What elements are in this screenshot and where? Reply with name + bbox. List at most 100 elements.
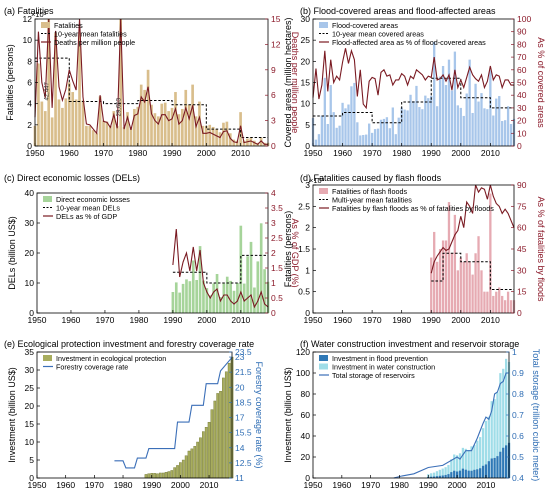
bar — [95, 133, 99, 146]
bar — [430, 96, 433, 146]
bar — [215, 129, 218, 146]
bar — [501, 295, 504, 313]
bar — [459, 107, 462, 146]
bar — [144, 474, 148, 479]
bar — [477, 101, 480, 146]
bar — [468, 59, 471, 146]
bar — [174, 282, 178, 313]
bar-water-construction — [476, 440, 479, 478]
bar — [158, 472, 162, 479]
bar-water-construction — [432, 472, 436, 478]
legend-label: Deaths per million people — [54, 38, 135, 47]
y-right-tick-label: 21.5 — [235, 367, 252, 377]
x-tick-label: 1950 — [28, 315, 47, 325]
x-tick-label: 1980 — [392, 315, 411, 325]
x-tick-label: 1970 — [363, 315, 382, 325]
bar — [486, 291, 489, 313]
plot-frame — [36, 351, 233, 479]
y-axis-left: 0 2 4 6 8 10 12 — [23, 14, 38, 151]
y-axis-right-label: As % of GDP (%) — [290, 218, 300, 287]
bar-flood-prevention — [504, 445, 508, 478]
y-right-tick-label: 30 — [517, 265, 527, 275]
bar — [88, 125, 92, 146]
bar — [119, 19, 122, 146]
y-axis-label: DELs (billion US$) — [7, 216, 17, 290]
bar — [424, 95, 427, 146]
y-axis-label: Covered areas (million hectares) — [283, 17, 293, 147]
right-axis-line — [430, 184, 515, 274]
bar — [444, 240, 448, 313]
bar-flood-prevention — [441, 475, 444, 478]
y-right-tick-label: 70 — [517, 52, 527, 62]
bar — [506, 106, 510, 146]
bar — [483, 108, 486, 146]
bar — [202, 431, 205, 479]
bar — [225, 121, 229, 146]
y-tick-label: 35 — [25, 347, 35, 357]
x-tick-label: 1950 — [304, 148, 323, 158]
bar — [178, 292, 181, 313]
legend: Investment in flood preventionInvestment… — [319, 354, 435, 380]
bar — [236, 283, 239, 313]
y-tick-label: 30 — [25, 218, 35, 228]
legend-label: Flood-affected area as % of flood-covere… — [332, 38, 486, 47]
mean-step-line — [172, 254, 268, 284]
mean-step-line — [313, 77, 514, 124]
bar — [259, 223, 263, 313]
y-tick-label: 60 — [301, 410, 311, 420]
y-right-tick-label: 0.7 — [512, 410, 524, 420]
legend-label: 10-year mean covered areas — [332, 30, 424, 39]
bar-water-construction — [504, 358, 508, 478]
bar — [50, 117, 54, 146]
x-axis: 1950 1960 1970 1980 1990 2000 2010 — [26, 143, 250, 158]
y-multiplier: ×10³ — [31, 10, 47, 19]
bar-flood-prevention — [487, 461, 490, 478]
y-axis-label: Fatalities (persons) — [5, 44, 15, 121]
y-tick-label: 3 — [305, 180, 310, 190]
bar-flood-prevention — [458, 470, 462, 478]
bar — [173, 467, 176, 479]
bar — [184, 89, 188, 146]
legend-label: Flood-covered areas — [332, 21, 398, 30]
y-right-tick-label: 18.5 — [235, 397, 252, 407]
bar — [218, 132, 222, 146]
bar — [465, 253, 468, 313]
y-tick-label: 5 — [305, 120, 310, 130]
bar — [61, 107, 64, 146]
bar-water-construction — [484, 420, 488, 478]
bar-flood-prevention — [435, 476, 439, 478]
y-tick-label: 8 — [27, 56, 32, 66]
bar — [406, 110, 409, 146]
bar-flood-prevention — [455, 471, 459, 478]
y-right-tick-label: 15 — [271, 14, 281, 24]
y-tick-label: 40 — [301, 431, 311, 441]
bar — [447, 59, 451, 146]
bar — [164, 472, 168, 479]
legend-label: 10-year mean fatalities — [54, 30, 127, 39]
bar — [450, 253, 454, 313]
y-axis-left: 0 5 10 15 20 25 30 35 — [25, 347, 40, 483]
bar — [185, 279, 188, 313]
y-tick-label: 10 — [25, 437, 35, 447]
bar — [181, 283, 185, 313]
bar — [188, 281, 192, 313]
bar-flood-prevention — [467, 470, 470, 478]
bar — [191, 84, 194, 146]
bar — [435, 261, 439, 313]
bar — [199, 437, 202, 479]
x-tick-label: 2000 — [448, 480, 467, 490]
legend-swatch — [319, 22, 328, 28]
bar — [115, 125, 119, 146]
bar — [205, 288, 209, 313]
bar — [232, 139, 236, 146]
y-tick-label: 0.5 — [298, 287, 310, 297]
legend: Investment in ecological protectionFores… — [43, 354, 166, 372]
bar-flood-prevention — [453, 470, 456, 478]
chart-title: (d) Fatalities caused by flash floods — [300, 173, 442, 183]
legend-swatch — [319, 363, 328, 370]
bar — [338, 125, 341, 146]
bar — [109, 125, 112, 146]
x-tick-label: 1980 — [392, 148, 411, 158]
